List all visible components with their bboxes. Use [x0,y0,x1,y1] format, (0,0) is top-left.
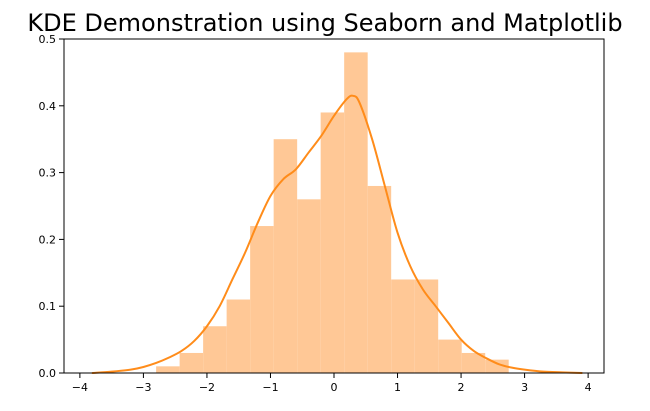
histogram-bar [438,339,462,373]
histogram-bar [273,139,298,373]
histogram-bar [179,352,204,373]
y-tick-label: 0.4 [39,100,57,113]
x-tick-label: −1 [262,381,278,394]
histogram-bar [203,326,227,373]
histogram-bar [391,279,415,373]
y-tick-label: 0.3 [39,167,57,180]
histogram-bar [485,359,509,373]
histogram-bar [344,52,368,374]
histogram-bar [297,199,321,373]
histogram-bar [320,112,345,373]
y-tick-label: 0.0 [39,367,57,380]
y-axis-ticks: 0.0 0.1 0.2 0.3 0.4 0.5 [39,33,64,380]
y-tick-label: 0.5 [39,33,57,46]
x-tick-label: −4 [72,381,88,394]
y-tick-label: 0.2 [39,233,57,246]
x-tick-label: 2 [458,381,465,394]
histogram-bar [226,299,251,373]
y-tick-label: 0.1 [39,300,57,313]
x-tick-label: 4 [585,381,592,394]
histogram-bar [156,366,180,373]
chart-title: KDE Demonstration using Seaborn and Matp… [27,9,622,37]
histogram-bar [367,185,392,373]
x-tick-label: 0 [331,381,338,394]
kde-curve-layer [91,94,583,374]
x-tick-label: 1 [394,381,401,394]
x-axis-ticks: −4 −3 −2 −1 0 1 2 3 4 [72,373,592,394]
histogram-bar [250,226,274,373]
x-tick-label: −2 [199,381,215,394]
x-tick-label: −3 [135,381,151,394]
histogram-bar [461,352,486,373]
histogram-bars [156,52,509,374]
x-tick-label: 3 [521,381,528,394]
kde-line [91,94,583,374]
